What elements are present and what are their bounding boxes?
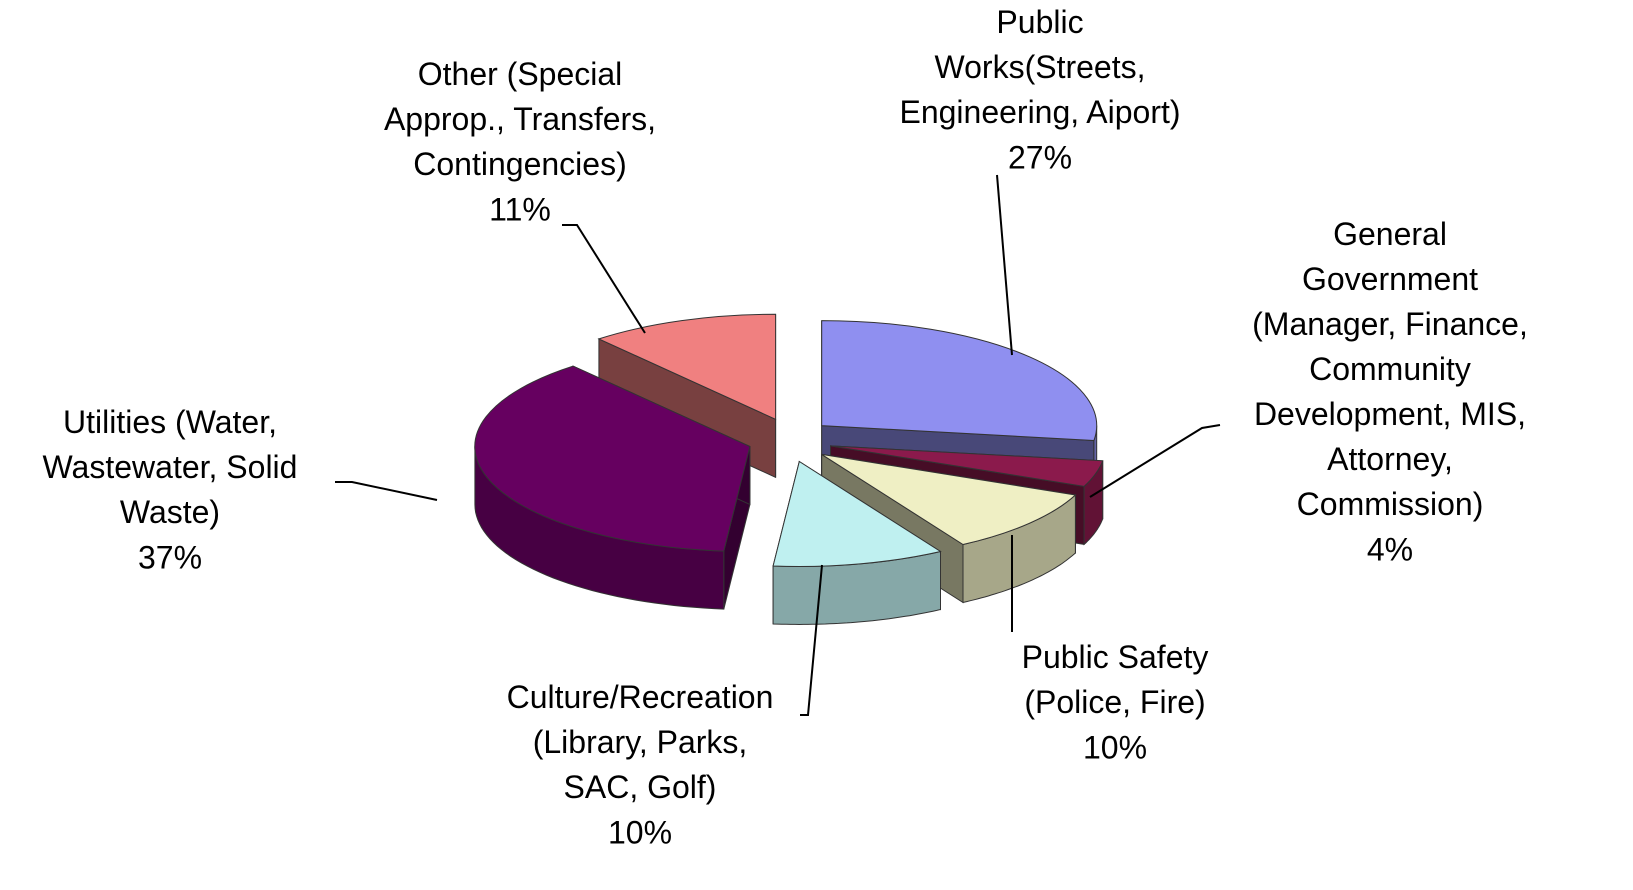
value-label: 37%	[138, 539, 202, 575]
slice-top	[821, 453, 1077, 546]
slice-label: General Government (Manager, Finance, Commu…	[1252, 216, 1528, 522]
value-label: 27%	[1008, 139, 1072, 175]
slice-label: Public Safety (Police, Fire)	[1022, 639, 1209, 720]
slice-top	[821, 320, 1098, 442]
leader-line	[562, 224, 646, 334]
slice-top	[474, 365, 751, 552]
value-label: 11%	[489, 191, 551, 227]
slice-top	[830, 445, 1104, 487]
slice-top	[597, 313, 777, 421]
slice	[474, 365, 751, 610]
value-label: 10%	[1083, 729, 1147, 765]
leader-line	[800, 564, 823, 716]
slice	[772, 460, 942, 626]
slice-label: Culture/Recreation (Library, Parks, SAC, G…	[507, 679, 774, 805]
value-label: 4%	[1367, 531, 1413, 567]
slice-label: Utilities (Water, Wastewater, Solid Waste)	[43, 404, 298, 530]
slice-label: Other (Special Approp., Transfers, Conting…	[384, 56, 656, 182]
leader-line	[335, 481, 438, 501]
slice-label: Public Works(Streets, Engineering, Aiport)	[899, 4, 1180, 130]
leader-line	[1089, 424, 1221, 498]
value-label: 10%	[608, 814, 672, 850]
slice-top	[772, 460, 942, 567]
leader-line	[996, 174, 1013, 356]
